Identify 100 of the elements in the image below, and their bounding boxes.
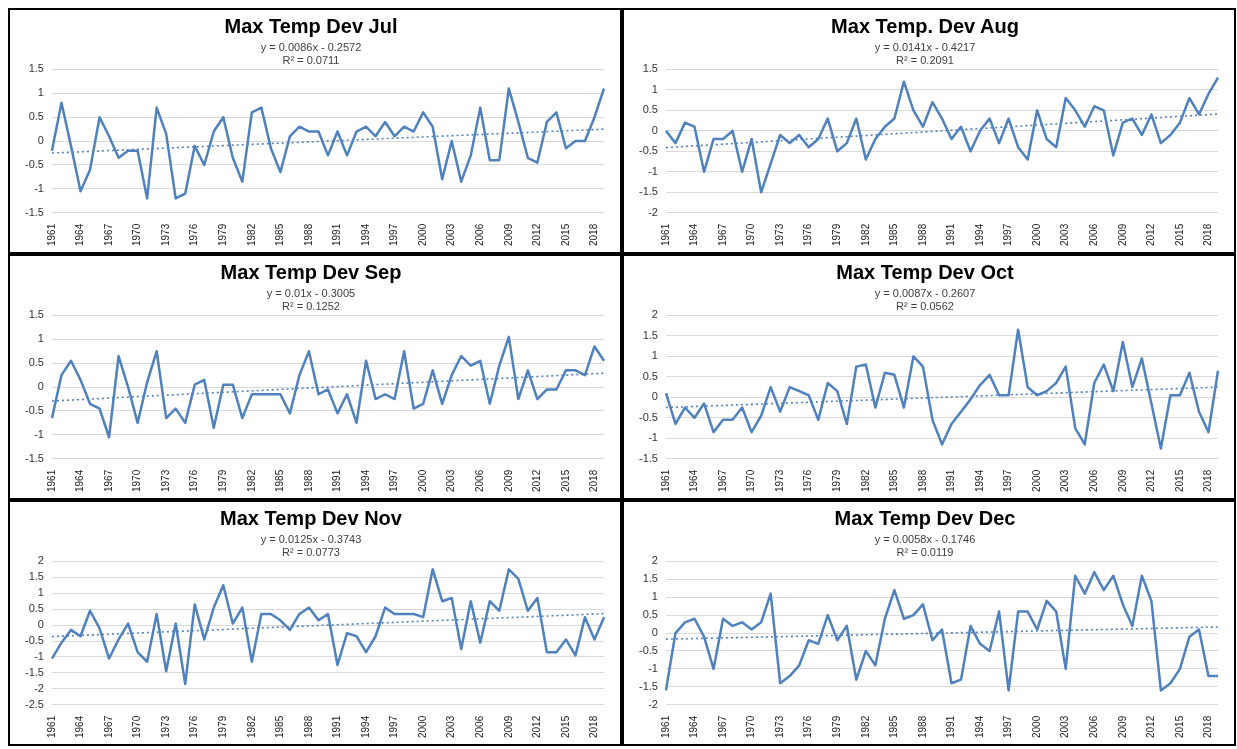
x-tick-label: 1967 (716, 223, 728, 246)
x-tick-label: 1964 (688, 715, 700, 738)
x-tick-label: 1982 (245, 715, 257, 738)
x-tick-label: 1961 (659, 715, 671, 738)
x-tick-label: 1961 (45, 715, 57, 738)
x-tick-label: 2015 (1173, 223, 1185, 246)
x-tick-label: 1988 (916, 469, 928, 492)
x-tick-label: 2003 (1059, 715, 1071, 738)
x-tick-label: 1961 (45, 223, 57, 246)
x-tick-label: 1994 (359, 469, 371, 492)
x-tick-label: 1970 (131, 223, 143, 246)
text: y = 0.0125x - 0.3743 (260, 532, 362, 545)
y-tick-label: 0 (37, 618, 44, 631)
x-tick-label: 2003 (1059, 469, 1071, 492)
x-tick-label: 2006 (474, 223, 486, 246)
x-tick-label: 1985 (274, 469, 286, 492)
x-tick-label: 2009 (502, 469, 514, 492)
y-tick-label: 1 (651, 349, 658, 362)
x-tick-label: 2003 (1059, 223, 1071, 246)
x-tick-label: 1985 (888, 223, 900, 246)
x-tick-label: 1967 (102, 715, 114, 738)
x-tick-label: 2006 (1088, 223, 1100, 246)
chart-title: Max Temp Dev Sep (220, 260, 402, 283)
x-tick-label: 1985 (888, 469, 900, 492)
x-tick-label: 2009 (1116, 715, 1128, 738)
x-tick-label: 1964 (74, 223, 86, 246)
x-tick-label: 2012 (531, 469, 543, 492)
y-tick-label: 0.5 (28, 356, 44, 369)
x-tick-label: 1973 (159, 715, 171, 738)
x-tick-label: 2012 (531, 715, 543, 738)
x-tick-label: 1964 (74, 469, 86, 492)
x-tick-label: 2009 (1116, 469, 1128, 492)
x-tick-label: 2018 (588, 223, 600, 246)
y-tick-label: 1.5 (28, 570, 44, 583)
x-tick-label: 1973 (773, 715, 785, 738)
x-tick-label: 2018 (588, 715, 600, 738)
text: y = 0.01x - 0.3005 (266, 286, 356, 299)
chart-title: Max Temp Dev Nov (220, 506, 403, 529)
text: y = 0.0087x - 0.2607 (874, 286, 976, 299)
y-tick-label: -1.5 (24, 205, 44, 218)
x-tick-label: 1970 (745, 469, 757, 492)
y-tick-label: -1.5 (638, 679, 658, 692)
y-tick-label: -0.5 (638, 144, 658, 157)
y-tick-label: -1.5 (638, 451, 658, 464)
y-tick-label: -1 (34, 427, 44, 440)
x-tick-label: 1976 (802, 469, 814, 492)
y-tick-label: 1.5 (28, 308, 44, 321)
y-tick-label: -0.5 (24, 158, 44, 170)
x-tick-label: 1961 (659, 469, 671, 492)
x-tick-label: 1988 (916, 715, 928, 738)
x-tick-label: 2009 (502, 715, 514, 738)
x-tick-label: 1973 (773, 469, 785, 492)
x-tick-label: 2000 (416, 715, 428, 738)
y-tick-label: 0.5 (642, 103, 658, 116)
x-tick-label: 2015 (1173, 469, 1185, 492)
y-tick-label: -1 (648, 661, 658, 674)
y-tick-label: 1 (37, 332, 44, 345)
x-tick-label: 2003 (445, 715, 457, 738)
x-tick-label: 1964 (688, 469, 700, 492)
x-tick-label: 1979 (217, 469, 229, 492)
y-tick-label: -1 (34, 650, 44, 662)
x-tick-label: 1979 (217, 223, 229, 246)
x-tick-label: 1985 (274, 715, 286, 738)
y-tick-label: 0.5 (642, 369, 658, 382)
x-tick-label: 1988 (302, 469, 314, 492)
x-tick-label: 2018 (588, 469, 600, 492)
x-tick-label: 2000 (416, 469, 428, 492)
x-tick-label: 1964 (688, 223, 700, 246)
x-tick-label: 1991 (945, 469, 957, 492)
x-tick-label: 2000 (1030, 715, 1042, 738)
y-tick-label: -1.5 (638, 185, 658, 198)
x-tick-label: 1967 (716, 469, 728, 492)
x-tick-label: 1985 (888, 715, 900, 738)
x-tick-label: 2006 (474, 715, 486, 738)
y-tick-label: 2 (37, 554, 44, 567)
y-tick-label: -2 (648, 697, 658, 710)
x-tick-label: 2009 (502, 223, 514, 246)
x-tick-label: 2018 (1202, 223, 1214, 246)
y-tick-label: -1.5 (24, 665, 44, 678)
x-tick-label: 2012 (1145, 223, 1157, 246)
y-tick-label: 1 (37, 86, 44, 99)
x-tick-label: 1994 (973, 223, 985, 246)
y-tick-label: 1 (651, 82, 658, 95)
text: R² = 0.0711 (282, 53, 340, 66)
x-tick-label: 2015 (559, 469, 571, 492)
x-tick-label: 2000 (1030, 223, 1042, 246)
text: y = 0.0141x - 0.4217 (874, 40, 976, 53)
y-tick-label: 1.5 (642, 572, 658, 585)
text: R² = 0.0119 (896, 545, 954, 558)
y-tick-label: -2.5 (24, 697, 44, 710)
x-tick-label: 1964 (74, 715, 86, 738)
x-tick-label: 2012 (1145, 469, 1157, 492)
x-tick-label: 1991 (331, 469, 343, 492)
x-tick-label: 1994 (973, 715, 985, 738)
x-tick-label: 1973 (159, 223, 171, 246)
x-tick-label: 1982 (245, 223, 257, 246)
y-tick-label: 2 (651, 554, 658, 567)
x-tick-label: 1982 (859, 715, 871, 738)
y-tick-label: -1 (34, 181, 44, 194)
chart-title: Max Temp Dev Jul (224, 14, 398, 37)
